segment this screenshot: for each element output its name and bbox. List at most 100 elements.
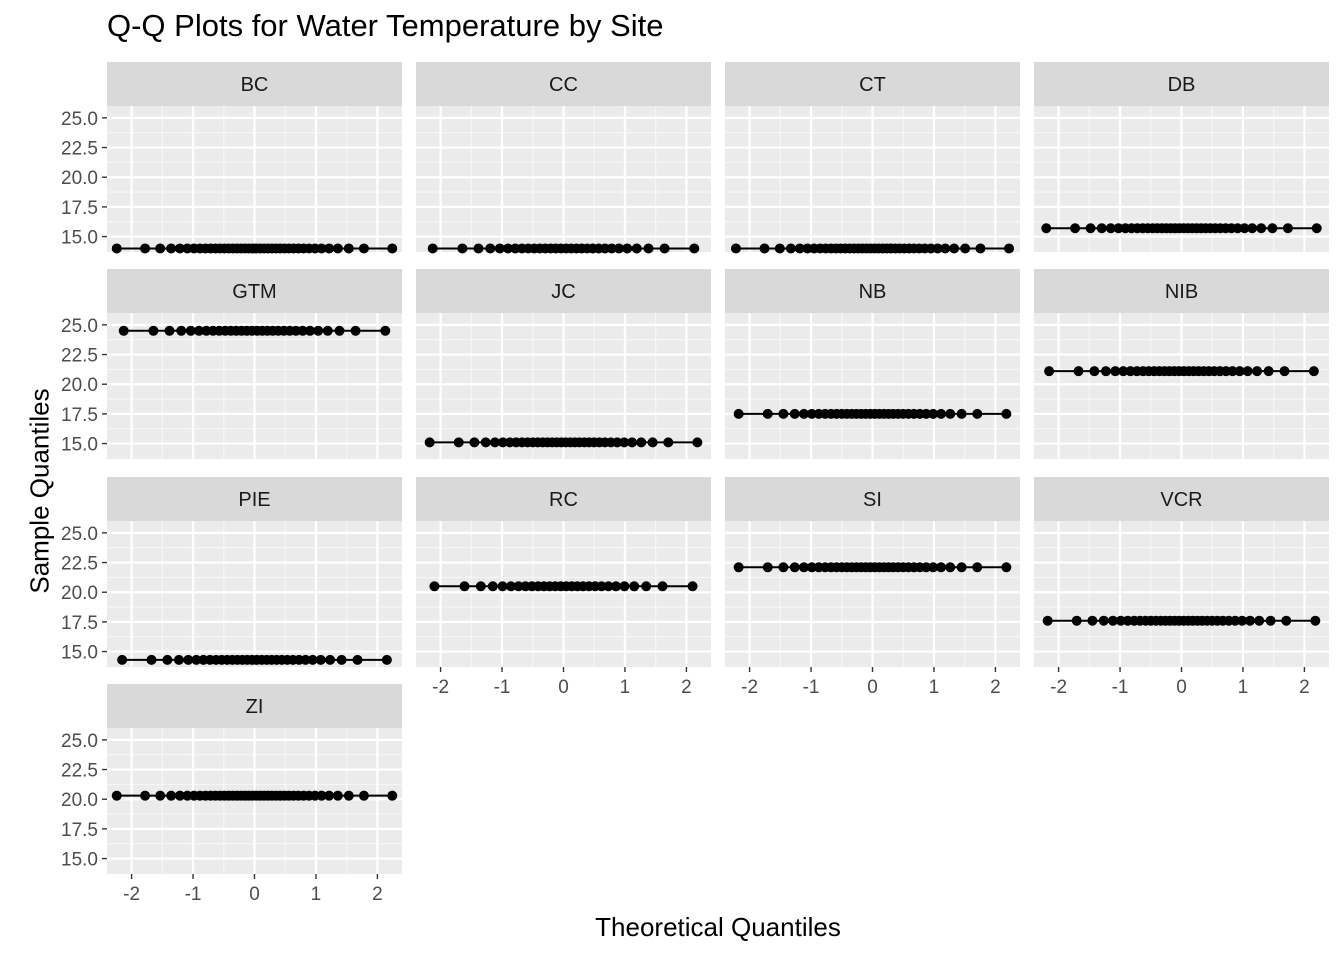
facet-label-db: DB [1168, 74, 1196, 96]
facet-label-jc: JC [551, 281, 575, 303]
qq-point-zi [111, 790, 122, 801]
y-tick-label: 20.0 [61, 790, 98, 811]
qq-point-ct [759, 243, 770, 254]
qq-point-si [956, 562, 967, 573]
qq-point-pie [162, 654, 173, 665]
y-axis-title: Sample Quantiles [24, 388, 55, 594]
facet-strip-gtm [107, 269, 402, 313]
x-tick-label: 2 [990, 677, 1001, 698]
qq-point-jc [424, 437, 435, 448]
qq-point-rc [641, 581, 652, 592]
qq-point-zi [358, 790, 369, 801]
facet-label-gtm: GTM [232, 281, 276, 303]
qq-point-gtm [194, 325, 205, 336]
qq-point-nib [1242, 366, 1253, 377]
facet-label-si: SI [863, 489, 882, 511]
qq-point-db [1105, 223, 1116, 234]
qq-point-gtm [297, 325, 308, 336]
qq-point-cc [613, 243, 624, 254]
qq-point-gtm [334, 325, 345, 336]
qq-point-nb [972, 408, 983, 419]
qq-point-db [1041, 223, 1052, 234]
facet-strip-db [1034, 62, 1329, 106]
qq-point-db [1311, 223, 1322, 234]
qq-point-jc [469, 437, 480, 448]
qq-point-si [798, 562, 809, 573]
y-tick-label: 25.0 [61, 316, 98, 337]
qq-point-db [1239, 223, 1250, 234]
qq-point-jc [692, 437, 703, 448]
qq-point-vcr [1237, 615, 1248, 626]
qq-point-vcr [1107, 615, 1118, 626]
qq-point-zi [387, 790, 398, 801]
qq-point-zi [174, 790, 185, 801]
facet-strip-bc [107, 62, 402, 106]
qq-point-bc [174, 243, 185, 254]
qq-point-si [733, 562, 744, 573]
facet-label-pie: PIE [238, 489, 270, 511]
qq-point-nib [1234, 366, 1245, 377]
qq-point-vcr [1254, 615, 1265, 626]
qq-point-nb [778, 408, 789, 419]
x-tick-label: 0 [867, 677, 878, 698]
qq-point-nb [789, 408, 800, 419]
qq-point-cc [494, 243, 505, 254]
qq-point-bc [316, 243, 327, 254]
qq-point-cc [485, 243, 496, 254]
qq-point-cc [503, 243, 514, 254]
qq-point-ct [730, 243, 741, 254]
facet-strip-nib [1034, 269, 1329, 313]
qq-point-vcr [1087, 615, 1098, 626]
qq-point-vcr [1042, 615, 1053, 626]
x-tick-label: 2 [1299, 677, 1310, 698]
x-tick-label: 1 [1238, 677, 1249, 698]
qq-point-zi [155, 790, 166, 801]
x-tick-label: 1 [929, 677, 940, 698]
qq-point-pie [307, 654, 318, 665]
qq-point-rc [429, 581, 440, 592]
y-tick-label: 15.0 [61, 850, 98, 871]
qq-point-vcr [1098, 615, 1109, 626]
qq-point-ct [949, 243, 960, 254]
y-tick-label: 22.5 [61, 554, 98, 575]
qq-point-gtm [176, 325, 187, 336]
qq-point-ct [940, 243, 951, 254]
qq-point-rc [657, 581, 668, 592]
facet-strip-vcr [1034, 477, 1329, 521]
x-tick-label: -2 [1050, 677, 1067, 698]
qq-point-zi [343, 790, 354, 801]
qq-point-cc [427, 243, 438, 254]
facet-strip-cc [416, 62, 711, 106]
y-tick-label: 17.5 [61, 613, 98, 634]
y-tick-label: 25.0 [61, 524, 98, 545]
qq-point-nb [936, 408, 947, 419]
qq-point-rc [596, 581, 607, 592]
qq-point-gtm [304, 325, 315, 336]
qq-point-nb [928, 408, 939, 419]
qq-point-nib [1308, 366, 1319, 377]
y-tick-label: 22.5 [61, 761, 98, 782]
qq-point-zi [324, 790, 335, 801]
qq-point-si [921, 562, 932, 573]
x-tick-label: 1 [620, 677, 631, 698]
qq-point-pie [315, 654, 326, 665]
qq-point-bc [111, 243, 122, 254]
qq-point-rc [619, 581, 630, 592]
qq-point-db [1267, 223, 1278, 234]
y-tick-label: 20.0 [61, 375, 98, 396]
qq-point-gtm [148, 325, 159, 336]
y-tick-label: 25.0 [61, 109, 98, 130]
y-tick-label: 15.0 [61, 643, 98, 664]
qq-point-rc [513, 581, 524, 592]
qq-point-cc [643, 243, 654, 254]
qq-point-gtm [118, 325, 129, 336]
y-tick-label: 15.0 [61, 435, 98, 456]
facet-label-rc: RC [549, 489, 578, 511]
qq-point-rc [487, 581, 498, 592]
y-tick-label: 17.5 [61, 820, 98, 841]
qq-point-bc [358, 243, 369, 254]
x-tick-label: 0 [558, 677, 569, 698]
y-tick-label: 17.5 [61, 198, 98, 219]
qq-point-nb [762, 408, 773, 419]
